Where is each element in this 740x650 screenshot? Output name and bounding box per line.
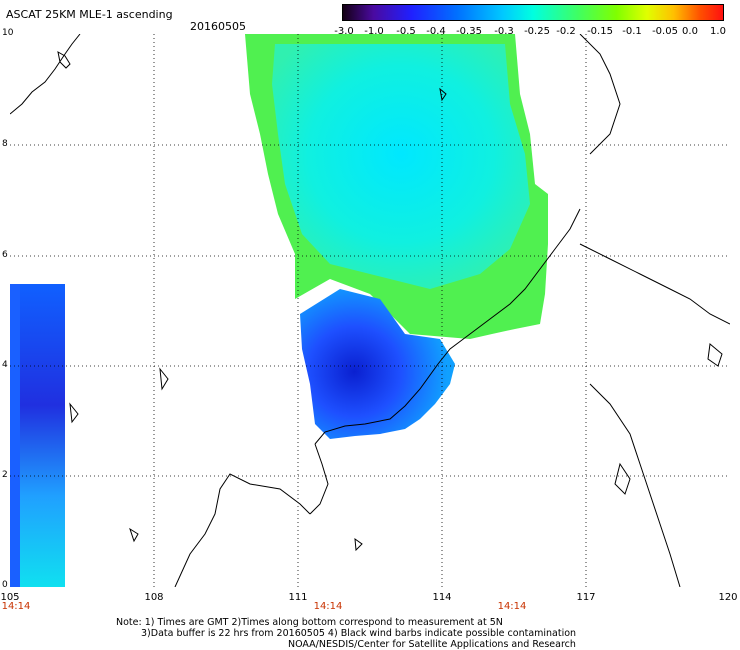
colorbar-label: -0.1	[622, 26, 642, 37]
lon-label: 114	[432, 592, 452, 603]
colorbar-label: -0.2	[556, 26, 576, 37]
lat-label: 6	[2, 250, 8, 260]
lon-label: 111	[288, 592, 308, 603]
lon-label: 120	[718, 592, 738, 603]
lat-label: 4	[2, 360, 8, 370]
note-line-2: 3)Data buffer is 22 hrs from 20160505 4)…	[141, 628, 577, 639]
time-label: 14:14	[1, 601, 31, 612]
colorbar-label: 1.0	[710, 26, 726, 37]
lon-label: 105	[0, 592, 20, 603]
lat-lon-grid	[10, 34, 730, 587]
colorbar-label: -0.5	[396, 26, 416, 37]
colorbar-label: -0.15	[587, 26, 613, 37]
product-date: 20160505	[190, 20, 246, 33]
lat-label: 8	[2, 139, 8, 149]
lon-label: 117	[576, 592, 596, 603]
colorbar-label: -0.35	[456, 26, 482, 37]
note-line-1: Note: 1) Times are GMT 2)Times along bot…	[116, 617, 503, 628]
lat-label: 10	[2, 28, 14, 38]
colorbar-label: -0.4	[426, 26, 446, 37]
colorbar-label: -0.05	[652, 26, 678, 37]
colorbar-label: -1.0	[364, 26, 384, 37]
map-panel	[10, 34, 730, 587]
time-label: 14:14	[313, 601, 343, 612]
wind-swath-core	[272, 44, 530, 289]
colorbar-label: -0.3	[494, 26, 514, 37]
wind-swath-south	[300, 289, 455, 439]
colorbar	[342, 4, 724, 21]
colorbar-label: -3.0	[334, 26, 354, 37]
colorbar-label: 0.0	[682, 26, 698, 37]
note-line-3: NOAA/NESDIS/Center for Satellite Applica…	[288, 639, 576, 650]
wind-swath-west-edge	[10, 284, 20, 587]
time-label: 14:14	[497, 601, 527, 612]
colorbar-label: -0.25	[524, 26, 550, 37]
coastlines	[10, 34, 730, 587]
lat-label: 2	[2, 470, 8, 480]
product-title: ASCAT 25KM MLE-1 ascending	[6, 8, 173, 21]
lon-label: 108	[144, 592, 164, 603]
lat-label: 0	[2, 580, 8, 590]
